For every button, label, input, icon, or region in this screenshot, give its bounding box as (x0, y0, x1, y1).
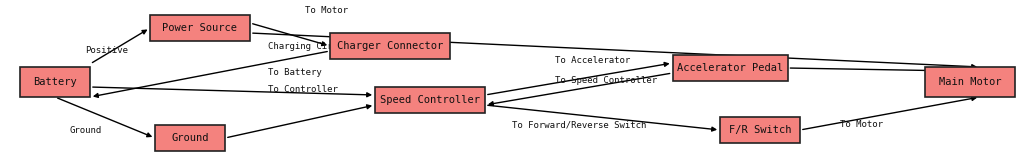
Text: To Accelerator: To Accelerator (555, 56, 630, 65)
FancyBboxPatch shape (720, 117, 800, 143)
Text: Ground: Ground (70, 126, 102, 135)
FancyBboxPatch shape (20, 67, 90, 97)
Text: Speed Controller: Speed Controller (380, 95, 480, 105)
Text: Accelerator Pedal: Accelerator Pedal (677, 63, 783, 73)
Text: To Battery: To Battery (268, 68, 322, 77)
Text: To Controller: To Controller (268, 85, 338, 94)
FancyBboxPatch shape (330, 33, 450, 59)
FancyBboxPatch shape (925, 67, 1015, 97)
FancyBboxPatch shape (150, 15, 250, 41)
Text: Charging Circuit: Charging Circuit (268, 42, 354, 51)
Text: Main Motor: Main Motor (939, 77, 1001, 87)
Text: To Speed Controller: To Speed Controller (555, 76, 657, 85)
FancyBboxPatch shape (673, 55, 787, 81)
FancyBboxPatch shape (375, 87, 485, 113)
Text: Charger Connector: Charger Connector (337, 41, 443, 51)
Text: To Motor: To Motor (305, 6, 348, 15)
Text: Ground: Ground (171, 133, 209, 143)
FancyBboxPatch shape (155, 125, 225, 151)
Text: Power Source: Power Source (163, 23, 238, 33)
Text: To Forward/Reverse Switch: To Forward/Reverse Switch (512, 121, 646, 130)
Text: F/R Switch: F/R Switch (729, 125, 792, 135)
Text: Battery: Battery (33, 77, 77, 87)
Text: Positive: Positive (85, 46, 128, 55)
Text: To Motor: To Motor (840, 120, 883, 129)
